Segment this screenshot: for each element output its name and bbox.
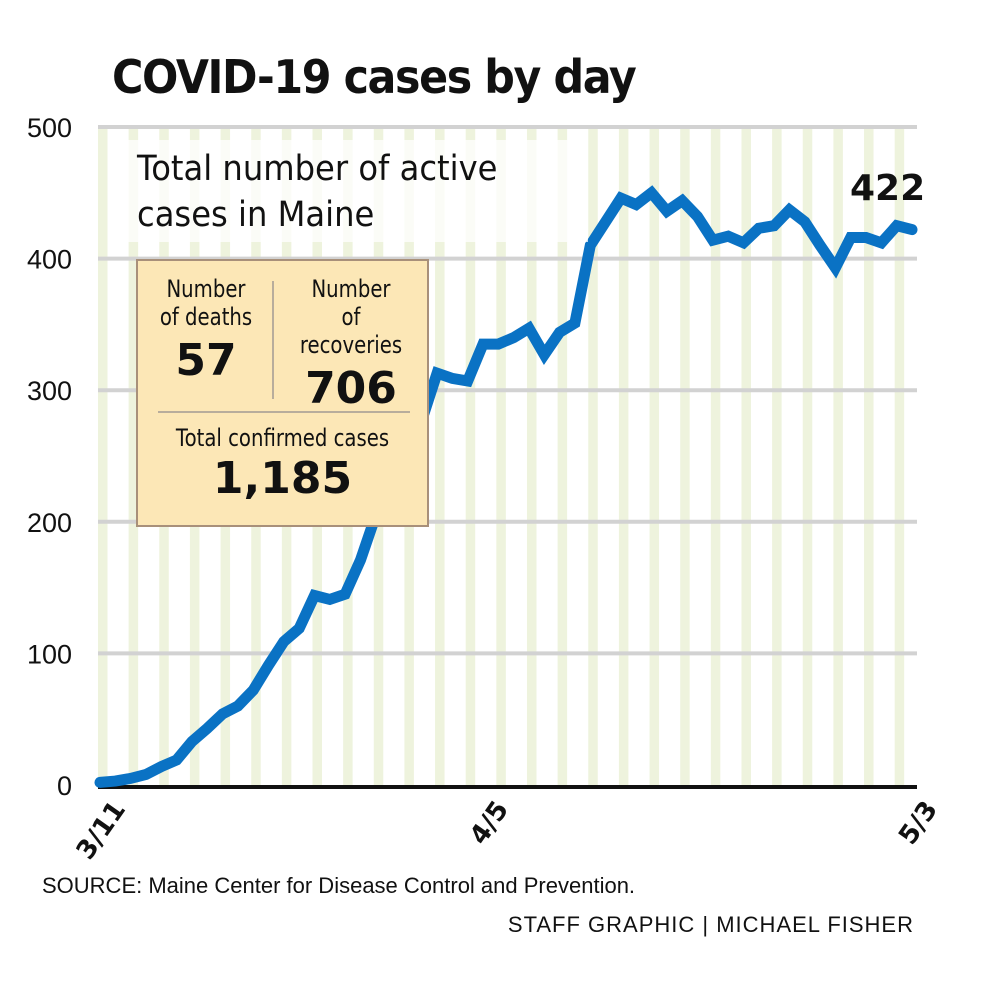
- day-stripe: [772, 127, 782, 785]
- day-stripe: [802, 127, 813, 785]
- recoveries-label-2: of recoveries: [299, 303, 403, 359]
- day-stripe: [741, 127, 751, 785]
- total-cases-label: Total confirmed cases: [175, 424, 390, 452]
- graphic-credit: STAFF GRAPHIC | MICHAEL FISHER: [507, 912, 914, 937]
- deaths-label-2: of deaths: [159, 303, 253, 331]
- day-stripe: [618, 127, 629, 785]
- x-axis-ticks: 3/11 4/5 5/3: [71, 796, 944, 865]
- day-stripe: [710, 127, 721, 785]
- y-tick-label: 0: [57, 771, 72, 801]
- total-cases-value: 1,185: [212, 453, 353, 504]
- day-stripe: [588, 127, 598, 785]
- day-stripe: [864, 127, 874, 785]
- day-stripe: [435, 127, 445, 785]
- x-tick-label: 5/3: [893, 796, 944, 851]
- day-stripe: [557, 127, 568, 785]
- subtitle-line-2: cases in Maine: [137, 195, 375, 235]
- day-stripe: [649, 127, 660, 785]
- subtitle-background: [128, 140, 588, 242]
- day-stripe: [98, 127, 108, 785]
- y-axis-ticks: 0 100 200 300 400 500: [27, 113, 72, 801]
- chart-title: COVID-19 cases by day: [112, 50, 637, 104]
- day-stripe: [894, 127, 905, 785]
- recoveries-value: 706: [305, 363, 397, 414]
- deaths-label-1: Number: [166, 275, 246, 303]
- total-cases-stat: Total confirmed cases 1,185: [138, 423, 427, 505]
- day-stripe: [496, 127, 506, 785]
- x-tick-label: 3/11: [71, 796, 132, 865]
- recoveries-label-1: Number: [311, 275, 391, 303]
- x-tick-label: 4/5: [464, 796, 515, 851]
- y-tick-label: 300: [27, 376, 72, 406]
- y-tick-label: 100: [27, 639, 72, 669]
- infobox-horizontal-divider: [158, 411, 410, 413]
- end-value-label: 422: [850, 168, 926, 209]
- infobox-vertical-divider: [272, 281, 274, 399]
- stats-infobox: Number of deaths 57 Number of recoveries…: [136, 259, 429, 527]
- y-tick-label: 200: [27, 508, 72, 538]
- subtitle-line-1: Total number of active: [137, 149, 498, 189]
- source-note: SOURCE: Maine Center for Disease Control…: [42, 873, 636, 898]
- y-tick-label: 500: [27, 113, 72, 143]
- day-stripe: [526, 127, 537, 785]
- day-stripe: [465, 127, 476, 785]
- y-tick-label: 400: [27, 245, 72, 275]
- deaths-value: 57: [175, 335, 237, 386]
- recoveries-stat: Number of recoveries 706: [278, 275, 424, 415]
- series-layer: [94, 185, 918, 788]
- deaths-stat: Number of deaths 57: [142, 275, 270, 387]
- day-stripe: [128, 127, 139, 785]
- day-stripe: [680, 127, 690, 785]
- day-stripe: [833, 127, 843, 785]
- series-line-active-cases: [94, 185, 918, 788]
- chart-subtitle: Total number of active cases in Maine: [137, 146, 497, 238]
